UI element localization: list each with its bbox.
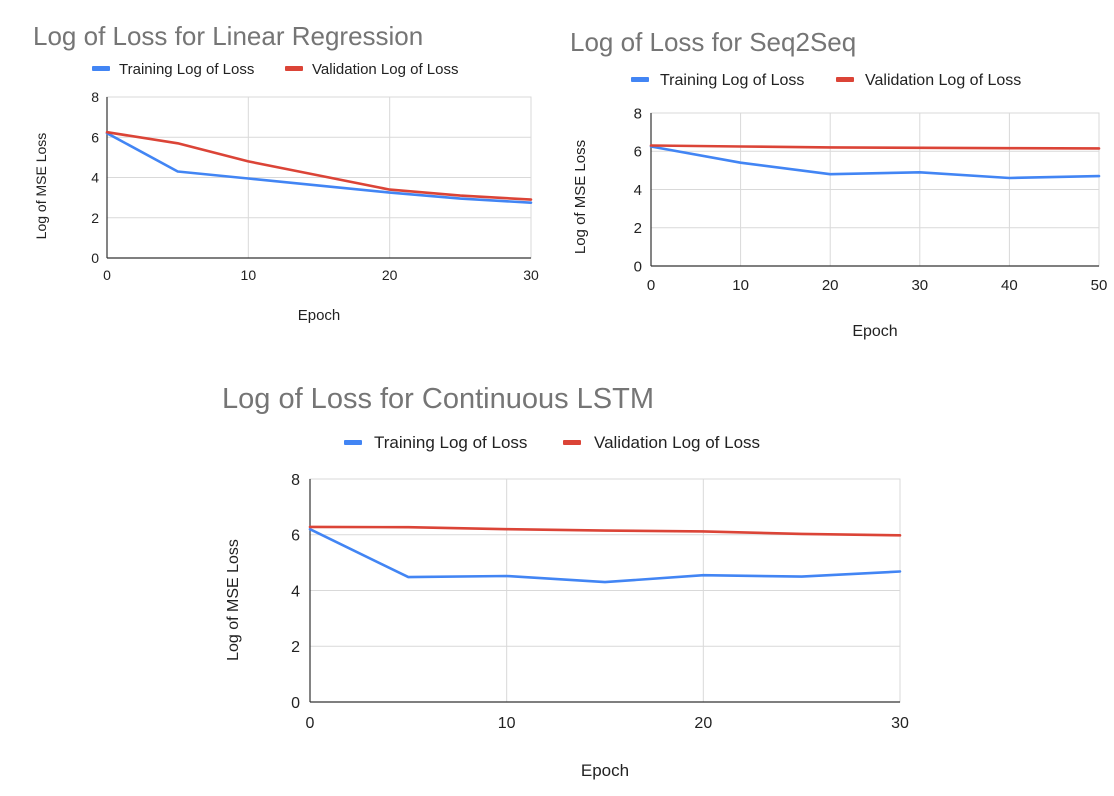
validation-loss-line	[649, 144, 1101, 150]
chart-3: Log of Loss for Continuous LSTM Training …	[222, 383, 909, 780]
y-tick-label: 4	[291, 583, 300, 600]
legend-swatch	[285, 66, 303, 71]
legend-label: Validation Log of Loss	[594, 433, 760, 452]
x-tick-label: 30	[523, 267, 539, 283]
validation-loss-line	[308, 525, 902, 537]
x-tick-label: 30	[891, 715, 909, 732]
x-tick-label: 10	[498, 715, 516, 732]
y-tick-label: 2	[91, 210, 99, 226]
legend-label: Validation Log of Loss	[312, 61, 459, 78]
y-tick-label: 8	[634, 105, 642, 122]
training-loss-line	[649, 145, 1101, 180]
y-tick-label: 0	[91, 250, 99, 266]
legend-label: Training Log of Loss	[374, 433, 527, 452]
y-axis-title: Log of MSE Loss	[33, 133, 49, 240]
legend-swatch	[344, 440, 362, 445]
y-tick-label: 4	[91, 170, 99, 186]
training-loss-line	[308, 527, 902, 584]
y-tick-label: 0	[291, 695, 300, 712]
y-tick-label: 0	[634, 258, 642, 275]
x-tick-label: 10	[241, 267, 257, 283]
legend-label: Validation Log of Loss	[865, 72, 1021, 89]
x-tick-label: 40	[1001, 277, 1018, 294]
x-tick-label: 0	[647, 277, 655, 294]
x-tick-label: 0	[306, 715, 315, 732]
y-tick-label: 6	[91, 129, 99, 145]
y-tick-label: 2	[291, 639, 300, 656]
chart-title: Log of Loss for Continuous LSTM	[222, 383, 654, 415]
legend-label: Training Log of Loss	[119, 61, 254, 78]
y-tick-label: 8	[91, 89, 99, 105]
y-tick-label: 6	[291, 528, 300, 545]
legend-swatch	[563, 440, 581, 445]
chart-title: Log of Loss for Linear Regression	[33, 21, 423, 51]
x-axis-title: Epoch	[581, 761, 629, 780]
training-loss-line	[105, 131, 533, 204]
y-tick-label: 8	[291, 472, 300, 489]
x-tick-label: 0	[103, 267, 111, 283]
legend-swatch	[631, 77, 649, 82]
y-tick-label: 6	[634, 144, 642, 161]
legend-label: Training Log of Loss	[660, 72, 804, 89]
chart-1: Log of Loss for Linear Regression Trainin…	[33, 21, 539, 324]
x-tick-label: 10	[732, 277, 749, 294]
x-axis-title: Epoch	[298, 307, 341, 324]
x-tick-label: 20	[382, 267, 398, 283]
x-tick-label: 20	[822, 277, 839, 294]
x-tick-label: 30	[911, 277, 928, 294]
y-axis-title: Log of MSE Loss	[572, 140, 589, 254]
chart-title: Log of Loss for Seq2Seq	[570, 27, 856, 57]
chart-2: Log of Loss for Seq2Seq Training Log of L…	[570, 27, 1107, 340]
y-axis-title: Log of MSE Loss	[225, 539, 242, 661]
x-tick-label: 50	[1091, 277, 1108, 294]
validation-loss-line	[105, 130, 533, 201]
x-tick-label: 20	[694, 715, 712, 732]
legend-swatch	[92, 66, 110, 71]
y-tick-label: 4	[634, 182, 642, 199]
x-axis-title: Epoch	[852, 323, 897, 340]
legend-swatch	[836, 77, 854, 82]
y-tick-label: 2	[634, 220, 642, 237]
